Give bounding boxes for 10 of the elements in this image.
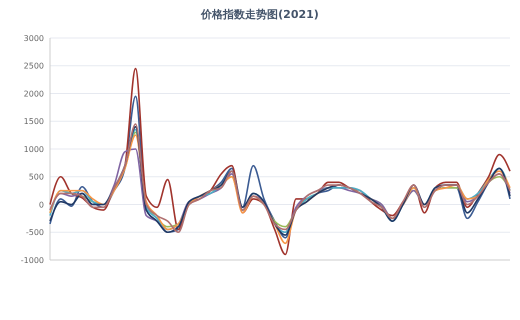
y-tick-label: 500 [28, 172, 44, 182]
y-tick-label: 3000 [24, 34, 44, 43]
y-tick-label: 2500 [24, 62, 44, 71]
y-tick-label: -1000 [20, 256, 44, 265]
y-tick-label: -500 [26, 228, 44, 238]
y-tick-label: 1500 [24, 117, 44, 126]
y-tick-label: 0 [38, 200, 44, 210]
y-tick-label: 2000 [24, 89, 44, 98]
y-tick-label: 1000 [24, 144, 44, 154]
chart-title: 价格指数走势图(2021) [200, 8, 319, 21]
